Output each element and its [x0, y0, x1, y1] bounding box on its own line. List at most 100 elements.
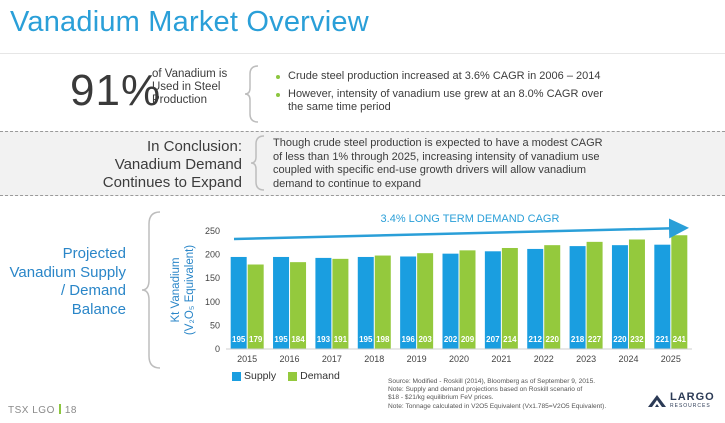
demand-bar: [459, 250, 476, 349]
y-tick-label: 100: [205, 297, 220, 307]
legend-item-demand: Demand: [288, 370, 340, 382]
page-number: 18: [64, 405, 77, 416]
conclusion-text: Though crude steel production is expecte…: [273, 137, 603, 190]
source-note: Source: Modified - Roskill (2014), Bloom…: [388, 378, 638, 411]
y-tick-label: 50: [210, 320, 220, 330]
x-tick-label: 2016: [280, 354, 300, 364]
data-label: 218: [571, 335, 585, 344]
supply-bar: [569, 246, 586, 349]
brace-icon: [141, 211, 161, 369]
data-label: 179: [249, 335, 263, 344]
data-label: 195: [359, 335, 373, 344]
projection-title: Projected Vanadium Supply / Demand Balan…: [8, 245, 126, 319]
projection-title-line: / Demand: [60, 282, 126, 299]
data-label: 220: [546, 335, 560, 344]
demand-bar: [332, 258, 349, 349]
data-label: 198: [376, 335, 390, 344]
data-label: 195: [232, 335, 246, 344]
demand-bar: [290, 262, 307, 349]
x-tick-label: 2017: [322, 354, 342, 364]
data-label: 193: [317, 335, 331, 344]
data-label: 227: [588, 335, 602, 344]
demand-bar: [544, 245, 561, 349]
conclusion-title-line: Vanadium Demand: [114, 156, 242, 173]
company-logo: LARGO RESOURCES: [647, 392, 715, 409]
legend-label: Demand: [300, 370, 340, 382]
conclusion-band: [0, 131, 725, 196]
conclusion-title-line: In Conclusion:: [146, 138, 242, 155]
supply-bar: [273, 256, 290, 349]
x-tick-label: 2019: [407, 354, 427, 364]
data-label: 221: [656, 335, 670, 344]
x-tick-label: 2022: [534, 354, 554, 364]
supply-bar: [442, 253, 459, 349]
conclusion-title-line: Continues to Expand: [102, 174, 242, 191]
footer-ticker: TSX LGO: [8, 405, 55, 416]
demand-bar: [417, 253, 434, 349]
legend-item-supply: Supply: [232, 370, 276, 382]
logo-mark-icon: [648, 394, 666, 407]
supply-bar: [527, 248, 544, 349]
bullet-list: Crude steel production increased at 3.6%…: [276, 70, 606, 119]
logo-sub: RESOURCES: [670, 403, 711, 409]
data-label: 207: [486, 335, 500, 344]
x-tick-label: 2023: [576, 354, 596, 364]
title-divider: [0, 53, 725, 54]
cagr-arrow: [233, 218, 689, 241]
source-line: $18 - $21/kg equilibrium FeV prices.: [388, 394, 494, 402]
supply-bar: [484, 251, 501, 349]
brace-icon: [244, 65, 259, 123]
x-tick-label: 2018: [364, 354, 384, 364]
data-label: 209: [461, 335, 475, 344]
demand-bar: [628, 239, 645, 349]
bullet-item: Crude steel production increased at 3.6%…: [276, 70, 606, 84]
chart-legend: Supply Demand: [232, 370, 340, 382]
data-label: 214: [503, 335, 517, 344]
projection-title-line: Projected: [62, 245, 126, 262]
data-label: 184: [291, 335, 305, 344]
supply-bar: [315, 257, 332, 349]
supply-bar: [654, 244, 671, 349]
logo-name: LARGO: [670, 391, 715, 403]
x-tick-label: 2024: [618, 354, 638, 364]
y-tick-label: 0: [215, 344, 220, 354]
stat-description: of Vanadium is Used in Steel Production: [152, 68, 228, 106]
supply-bar: [611, 245, 628, 349]
footer: TSX LGO 18: [8, 404, 77, 416]
demand-bar: [374, 255, 391, 349]
legend-label: Supply: [244, 370, 277, 382]
data-label: 241: [673, 335, 687, 344]
source-line: Note: Supply and demand projections base…: [388, 386, 583, 394]
x-tick-label: 2025: [661, 354, 681, 364]
conclusion-title: In Conclusion: Vanadium Demand Continues…: [60, 138, 242, 192]
y-tick-label: 150: [205, 273, 220, 283]
data-label: 220: [613, 335, 627, 344]
demand-bar: [671, 235, 688, 349]
source-line: Source: Modified - Roskill (2014), Bloom…: [388, 378, 596, 385]
x-tick-label: 2021: [491, 354, 511, 364]
demand-bar: [247, 264, 264, 349]
source-line: Note: Tonnage calculated in V2O5 Equival…: [388, 402, 607, 410]
data-label: 232: [630, 335, 644, 344]
projection-title-line: Balance: [71, 300, 126, 318]
page-title: Vanadium Market Overview: [10, 6, 369, 38]
legend-swatch-demand: [288, 371, 298, 381]
legend-swatch-supply: [232, 371, 241, 381]
data-label: 195: [274, 335, 288, 344]
brace-icon: [250, 135, 265, 191]
x-tick-label: 2020: [449, 354, 469, 364]
demand-bar: [501, 247, 518, 349]
data-label: 191: [334, 335, 348, 344]
y-tick-label: 200: [205, 250, 220, 260]
data-label: 202: [444, 335, 458, 344]
stat-value: 91%: [70, 66, 162, 115]
bullet-item: However, intensity of vanadium use grew …: [276, 88, 606, 115]
data-label: 203: [418, 335, 432, 344]
data-label: 196: [401, 335, 415, 344]
data-label: 212: [529, 335, 543, 344]
demand-bar: [586, 241, 603, 349]
supply-bar: [230, 256, 247, 349]
x-tick-label: 2015: [237, 354, 257, 364]
y-tick-label: 250: [205, 226, 220, 236]
